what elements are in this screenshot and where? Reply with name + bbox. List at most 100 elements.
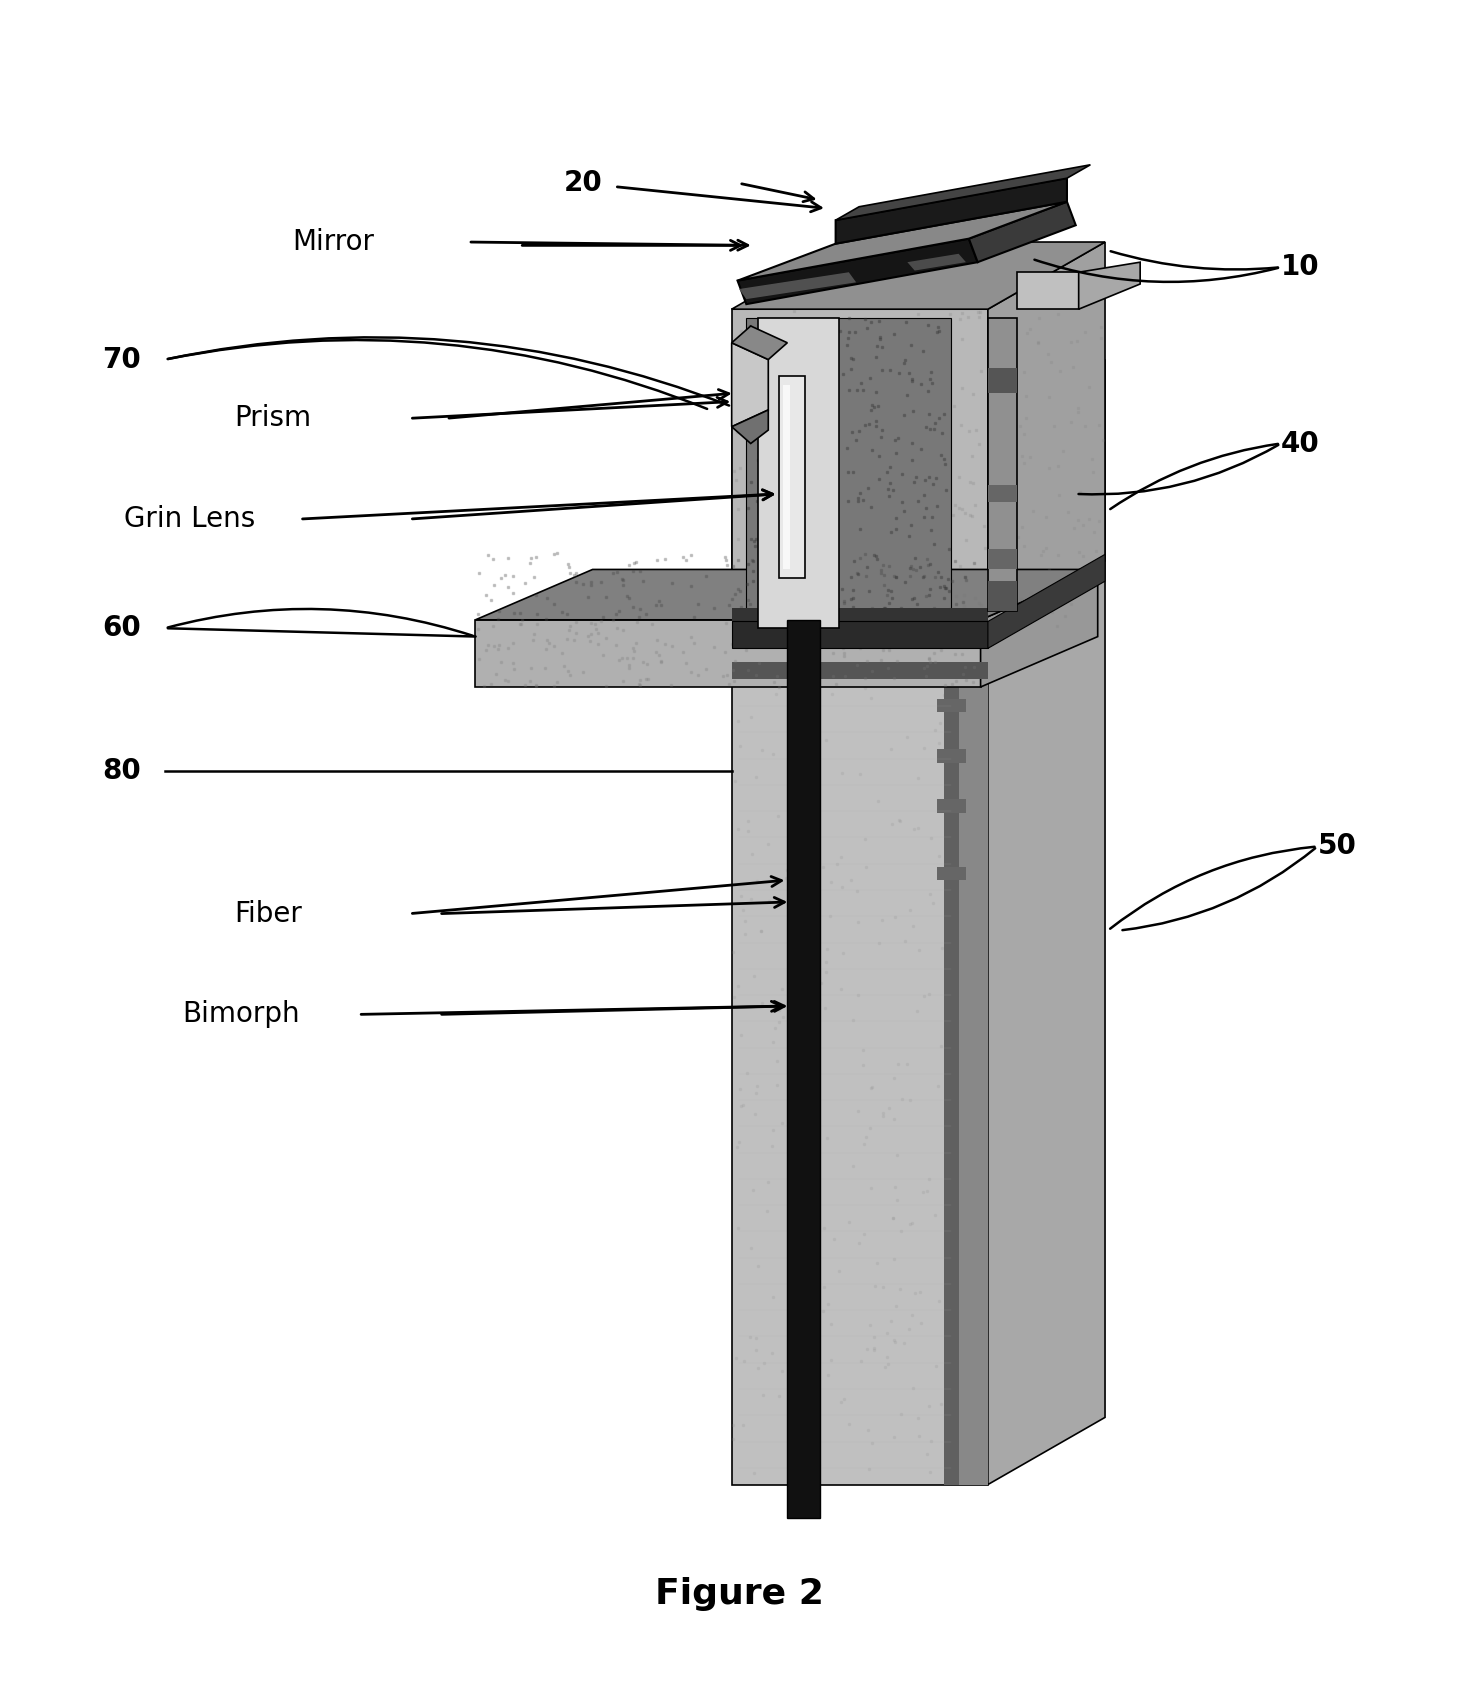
- Point: [519, 655, 542, 682]
- Point: [782, 298, 806, 325]
- Point: [859, 1116, 882, 1143]
- Point: [814, 555, 838, 582]
- Point: [907, 1278, 931, 1305]
- Point: [594, 672, 618, 699]
- Point: [789, 589, 813, 616]
- Point: [807, 437, 831, 464]
- Point: [949, 1432, 973, 1459]
- Point: [1045, 613, 1069, 640]
- Point: [967, 303, 990, 330]
- Point: [1060, 328, 1083, 356]
- Point: [571, 571, 594, 598]
- Point: [952, 543, 975, 571]
- Point: [766, 574, 789, 601]
- Point: [884, 505, 907, 532]
- Point: [820, 555, 844, 582]
- Point: [831, 940, 854, 967]
- Point: [803, 359, 826, 386]
- Point: [990, 308, 1014, 335]
- Point: [907, 936, 931, 963]
- Point: [939, 596, 962, 623]
- Point: [585, 620, 609, 647]
- Point: [607, 598, 631, 625]
- Point: [845, 907, 869, 935]
- Point: [853, 674, 876, 701]
- Point: [742, 962, 766, 989]
- Point: [738, 623, 761, 650]
- Point: [811, 454, 835, 481]
- Point: [882, 342, 906, 369]
- Point: [916, 462, 940, 489]
- Point: [907, 342, 931, 369]
- Point: [953, 564, 977, 591]
- Point: [918, 366, 941, 393]
- Point: [840, 867, 863, 894]
- Point: [888, 1400, 912, 1427]
- Point: [964, 1131, 987, 1158]
- Point: [865, 545, 888, 572]
- Point: [723, 984, 746, 1011]
- Point: [871, 356, 894, 383]
- Point: [909, 1309, 933, 1336]
- Point: [482, 571, 505, 598]
- Point: [717, 670, 740, 698]
- Point: [866, 444, 890, 471]
- Point: [831, 499, 854, 527]
- Point: [872, 637, 896, 664]
- Point: [471, 672, 495, 699]
- Point: [834, 596, 857, 623]
- Point: [934, 1102, 958, 1129]
- Point: [811, 582, 835, 609]
- Point: [896, 725, 919, 752]
- Point: [952, 593, 975, 620]
- Point: [721, 938, 745, 965]
- Point: [776, 435, 800, 462]
- Point: [930, 345, 953, 372]
- Point: [807, 1199, 831, 1226]
- Point: [751, 989, 774, 1016]
- Point: [888, 391, 912, 418]
- Point: [563, 562, 587, 589]
- Point: [717, 593, 740, 620]
- Point: [931, 631, 955, 659]
- Point: [853, 525, 876, 552]
- Point: [1038, 383, 1061, 410]
- Point: [726, 547, 749, 574]
- Point: [913, 601, 937, 628]
- Point: [876, 476, 900, 503]
- Point: [803, 1407, 826, 1434]
- Text: 60: 60: [102, 615, 140, 642]
- Point: [919, 587, 943, 615]
- Point: [806, 667, 829, 694]
- Point: [497, 543, 520, 571]
- Point: [816, 1290, 840, 1317]
- Point: [878, 520, 902, 547]
- Point: [863, 1336, 887, 1363]
- Point: [760, 416, 783, 444]
- Point: [792, 349, 816, 376]
- Polygon shape: [937, 867, 967, 880]
- Point: [952, 582, 975, 609]
- Point: [947, 464, 971, 491]
- Point: [915, 1441, 939, 1468]
- Point: [486, 635, 510, 662]
- Point: [909, 435, 933, 462]
- Point: [513, 672, 537, 699]
- Point: [847, 603, 871, 630]
- Point: [772, 560, 795, 587]
- Point: [807, 985, 831, 1012]
- Point: [794, 823, 817, 850]
- Point: [947, 1268, 971, 1295]
- Point: [900, 613, 924, 640]
- Point: [853, 620, 876, 647]
- Point: [739, 525, 763, 552]
- Point: [1035, 503, 1058, 530]
- Point: [763, 444, 786, 471]
- Point: [905, 464, 928, 491]
- Point: [757, 454, 780, 481]
- Point: [618, 584, 641, 611]
- Point: [881, 1204, 905, 1231]
- Point: [763, 543, 786, 571]
- Point: [780, 494, 804, 521]
- Point: [918, 980, 941, 1007]
